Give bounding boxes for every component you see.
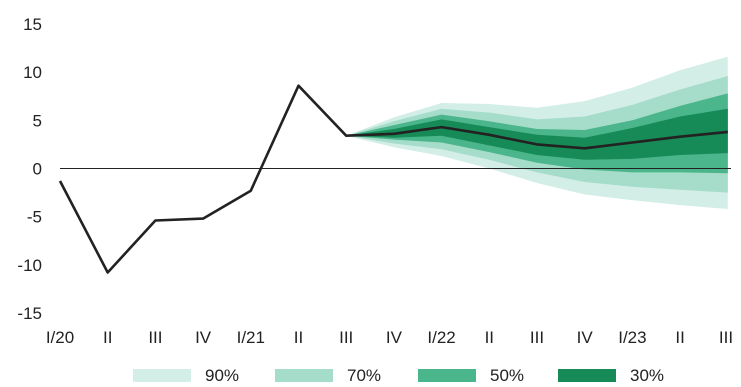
legend-swatch [418,369,476,382]
legend-label: 70% [347,365,382,385]
legend-item: 90% [133,364,239,387]
x-tick-label: IV [195,328,212,347]
x-tick-label: II [485,328,494,347]
legend-swatch [558,369,616,382]
x-tick-label: III [148,328,162,347]
y-tick-label: 10 [23,63,42,82]
legend-item: 50% [418,364,524,387]
x-tick-label: III [719,328,733,347]
legend-item: 70% [275,364,381,387]
x-tick-label: II [675,328,684,347]
y-tick-label: -15 [17,304,42,323]
y-tick-label: -10 [17,256,42,275]
legend-item: 30% [558,364,664,387]
x-tick-label: I/22 [427,328,455,347]
y-tick-label: 0 [33,160,42,179]
x-tick-label: II [103,328,112,347]
y-tick-label: 15 [23,15,42,34]
legend-swatch [275,369,333,382]
y-tick-label: 5 [33,111,42,130]
x-axis-ticks: I/20 II III IV I/21 II III IV I/22 II III IV I/23 II I… [46,328,733,347]
x-tick-label: I/21 [237,328,265,347]
legend-swatch [133,369,191,382]
y-axis-ticks: 15 10 5 0 -5 -10 -15 [17,15,42,323]
confidence-bands [346,56,728,209]
x-tick-label: III [339,328,353,347]
x-tick-label: I/20 [46,328,74,347]
band-30pct [346,108,728,160]
x-tick-label: I/23 [618,328,646,347]
x-tick-label: IV [386,328,403,347]
legend-label: 50% [490,365,525,385]
legend-label: 90% [205,365,240,385]
legend-label: 30% [630,365,665,385]
x-tick-label: II [294,328,303,347]
x-tick-label: IV [577,328,594,347]
legend: 90% 70% 50% 30% [0,364,741,387]
series-line [58,84,728,274]
x-tick-label: III [530,328,544,347]
y-tick-label: -5 [27,208,42,227]
